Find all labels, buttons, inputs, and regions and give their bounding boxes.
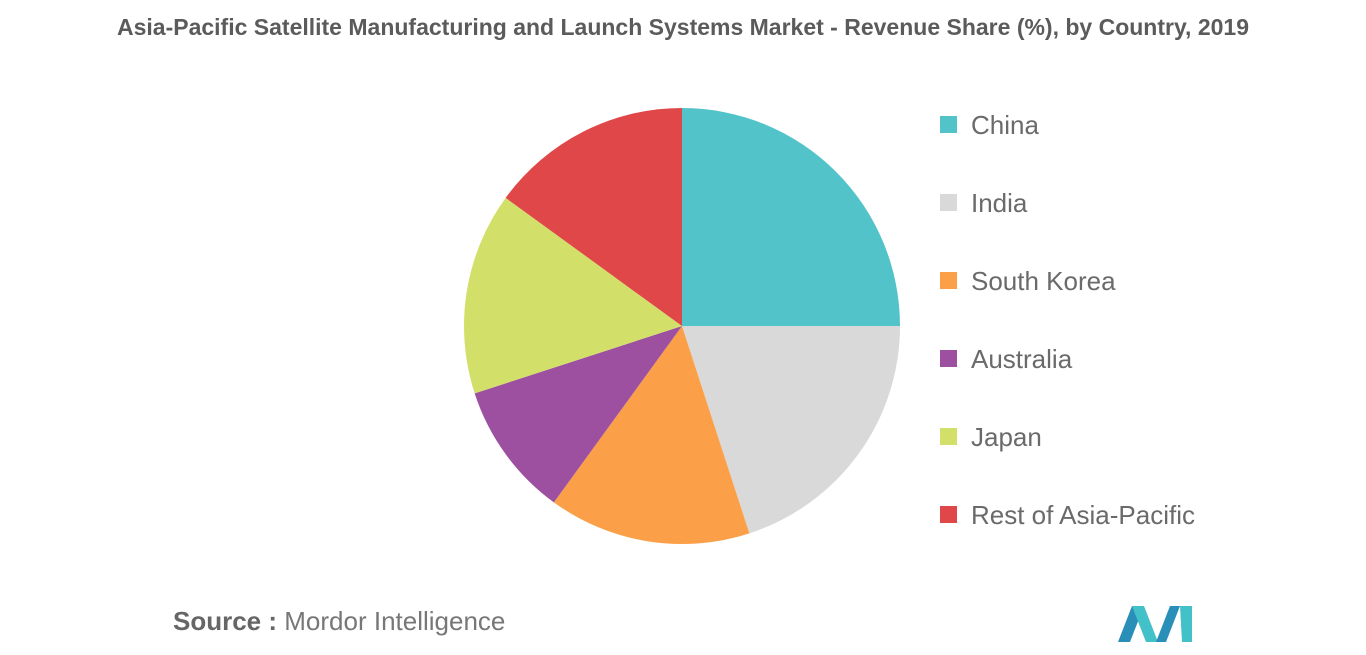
legend-label: Japan — [971, 422, 1042, 452]
legend-item-south-korea: South Korea — [940, 266, 1195, 344]
pie-slice-south-korea — [553, 326, 750, 544]
source-note: Source : Mordor Intelligence — [173, 606, 505, 637]
logo-shape-right-b — [1180, 606, 1192, 642]
pie-slice-india — [682, 326, 900, 534]
legend-item-japan: Japan — [940, 422, 1195, 500]
legend-item-china: China — [940, 110, 1195, 188]
legend-swatch — [940, 350, 957, 367]
mordor-intelligence-logo-icon — [1118, 606, 1192, 642]
pie-slice-japan — [464, 197, 682, 394]
source-text: Mordor Intelligence — [284, 606, 506, 636]
pie-slice-china — [682, 108, 900, 326]
legend-item-australia: Australia — [940, 344, 1195, 422]
logo-shape-right-a — [1156, 606, 1180, 642]
legend-label: South Korea — [971, 266, 1116, 296]
legend-item-rest-of-asia-pacific: Rest of Asia-Pacific — [940, 500, 1195, 578]
legend-swatch — [940, 506, 957, 523]
pie-chart — [464, 108, 900, 544]
legend-label: China — [971, 110, 1039, 140]
legend-item-india: India — [940, 188, 1195, 266]
legend-label: Australia — [971, 344, 1073, 374]
pie-slice-australia — [474, 326, 682, 503]
legend-label: India — [971, 188, 1028, 218]
chart-title: Asia-Pacific Satellite Manufacturing and… — [116, 14, 1249, 40]
pie-slice-rest-of-asia-pacific — [505, 108, 682, 326]
source-label: Source : — [173, 606, 278, 636]
legend: China India South Korea Australia Japan Rest … — [940, 110, 1195, 578]
logo-shape-mid — [1132, 606, 1158, 642]
legend-swatch — [940, 194, 957, 211]
legend-swatch — [940, 116, 957, 133]
legend-label: Rest of Asia-Pacific — [971, 500, 1195, 530]
legend-swatch — [940, 428, 957, 445]
legend-swatch — [940, 272, 957, 289]
